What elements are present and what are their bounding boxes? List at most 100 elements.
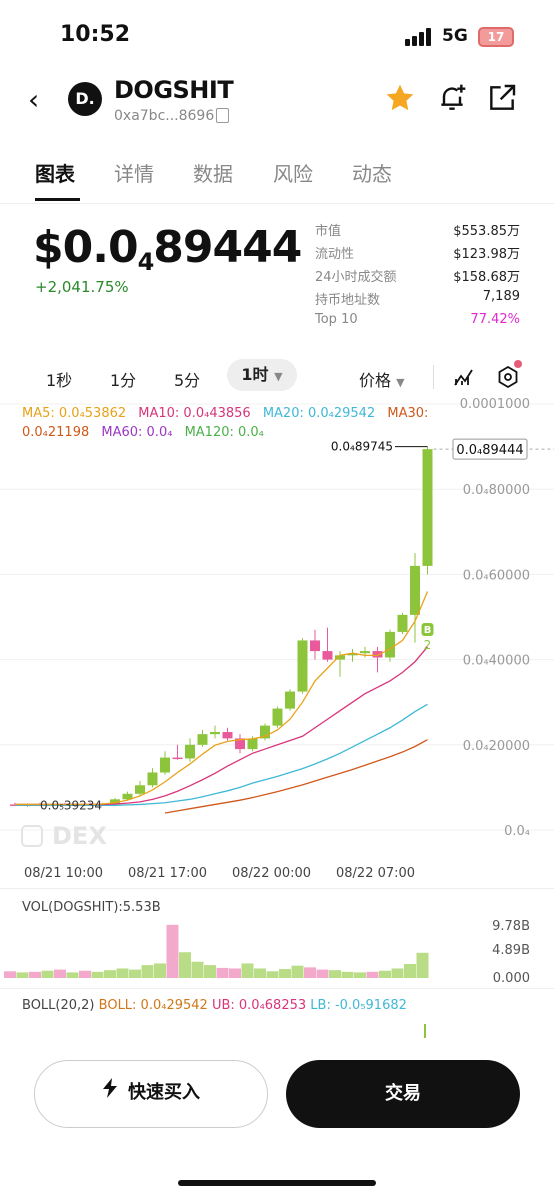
- boll-bar: [424, 1024, 426, 1038]
- tab-underline: [35, 198, 80, 201]
- back-icon[interactable]: ‹: [28, 83, 40, 116]
- candle: [385, 631, 395, 658]
- volume-bar: [354, 972, 366, 978]
- footer-bar: 快速买入 交易: [0, 1040, 554, 1199]
- interval-1s[interactable]: 1秒: [46, 371, 73, 390]
- stats-panel: 市值 $553.85万 流动性 $123.98万 24小时成交额 $158.68万 持…: [315, 220, 520, 335]
- ma-legend-item: MA30: 0.0₄21198: [22, 406, 429, 440]
- chevron-down-icon: ▼: [396, 376, 405, 389]
- candle: [297, 640, 308, 692]
- volume-bar: [291, 965, 304, 978]
- price-toggle[interactable]: 价格 ▼: [359, 371, 405, 390]
- volume-bar: [191, 961, 204, 978]
- stat-volume-24h: 24小时成交额 $158.68万: [315, 270, 520, 285]
- candle: [422, 449, 433, 566]
- candle: [260, 725, 270, 739]
- volume-bar: [316, 969, 329, 978]
- tab-chart[interactable]: 图表: [35, 162, 75, 186]
- candle: [310, 640, 320, 652]
- candle: [247, 738, 258, 750]
- battery-icon: 17: [478, 27, 514, 47]
- interval-1h[interactable]: 1时 ▼: [227, 359, 297, 391]
- volume-bar: [79, 970, 91, 978]
- ma10-line: [15, 646, 428, 806]
- volume-bar: [266, 971, 279, 978]
- star-icon[interactable]: [384, 82, 416, 114]
- share-icon[interactable]: [486, 82, 518, 114]
- candle: [172, 757, 183, 760]
- tab-bar: 图表 详情 数据 风险 动态: [0, 150, 554, 204]
- stat-top10: Top 10 77.42%: [315, 312, 520, 327]
- ma30-line: [164, 739, 428, 814]
- volume-bar: [154, 963, 166, 978]
- watermark-icon: [21, 825, 43, 847]
- candle: [185, 744, 195, 759]
- tab-risk[interactable]: 风险: [273, 162, 313, 186]
- candlestick-chart[interactable]: 0.0001000 0.0₄80000 0.0₄60000 0.0₄40000 0.0₄…: [0, 398, 554, 858]
- candle: [122, 793, 133, 800]
- candle: [322, 651, 333, 660]
- volume-bar: [141, 965, 154, 978]
- candle: [135, 785, 145, 794]
- volume-bar: [416, 952, 429, 978]
- x-tick: 08/22 00:00: [232, 866, 312, 881]
- volume-bar: [216, 967, 229, 978]
- candle: [197, 734, 208, 745]
- y-tick: 0.0001000: [460, 398, 530, 412]
- indicator-icon[interactable]: [452, 365, 476, 389]
- volume-bar: [304, 967, 316, 978]
- ma-legend: MA5: 0.0₄53862 MA10: 0.0₄43856 MA20: 0.0…: [22, 404, 462, 442]
- candle: [397, 614, 408, 632]
- copy-icon[interactable]: [216, 108, 229, 123]
- bell-add-icon[interactable]: [436, 82, 468, 114]
- candle: [335, 655, 345, 660]
- x-tick: 08/22 07:00: [336, 866, 416, 881]
- buy-marker: [421, 623, 434, 636]
- token-address: 0xa7bc...8696: [114, 108, 215, 124]
- volume-bar: [41, 970, 54, 978]
- interval-5m[interactable]: 5分: [174, 371, 201, 390]
- candle: [272, 708, 283, 726]
- tab-data[interactable]: 数据: [193, 162, 233, 186]
- volume-bar: [341, 971, 354, 978]
- candle: [222, 732, 233, 739]
- notification-dot: [514, 360, 522, 368]
- tab-activity[interactable]: 动态: [352, 162, 392, 186]
- volume-bar: [16, 972, 29, 978]
- volume-bar: [29, 971, 41, 978]
- candle: [210, 732, 220, 735]
- quick-buy-button[interactable]: 快速买入: [34, 1060, 268, 1128]
- volume-tick: 4.89B: [492, 943, 530, 958]
- volume-bar: [129, 969, 141, 978]
- boll-legend: BOLL(20,2) BOLL: 0.0₄29542 UB: 0.0₄68253…: [22, 998, 407, 1013]
- volume-bar: [116, 968, 129, 978]
- volume-bar: [91, 971, 104, 978]
- y-tick: 0.0₄20000: [463, 739, 530, 754]
- chevron-down-icon: ▼: [274, 370, 283, 383]
- volume-bar: [166, 924, 179, 978]
- ma20-line: [15, 703, 428, 806]
- trade-button[interactable]: 交易: [286, 1060, 520, 1128]
- settings-icon[interactable]: [496, 365, 520, 389]
- price-change: +2,041.75%: [35, 278, 129, 296]
- tab-details[interactable]: 详情: [114, 162, 154, 186]
- stat-holders: 持币地址数 7,189: [315, 289, 520, 308]
- ma-legend-item: MA10: 0.0₄43856: [138, 406, 255, 421]
- ma5-line: [15, 591, 429, 806]
- stat-liquidity: 流动性 $123.98万: [315, 247, 520, 262]
- candle: [360, 651, 370, 654]
- current-price-label: 0.0₄89444: [456, 443, 523, 458]
- y-tick: 0.0₄60000: [463, 568, 530, 583]
- x-tick: 08/21 10:00: [24, 866, 104, 881]
- volume-bar: [229, 968, 241, 978]
- y-tick: 0.0₄80000: [463, 483, 530, 498]
- current-price-box: [452, 438, 528, 460]
- volume-bar: [54, 969, 66, 978]
- buy-marker-label: B: [424, 625, 432, 636]
- volume-tick: 0.000: [493, 971, 530, 986]
- low-label: 0.0₅39234: [40, 798, 102, 812]
- interval-bar: 1秒 1分 5分 1时 ▼ 价格 ▼: [0, 355, 554, 399]
- price-display: $0.0489444: [33, 222, 302, 276]
- volume-legend: VOL(DOGSHIT):5.53B: [22, 900, 161, 915]
- interval-1m[interactable]: 1分: [110, 371, 137, 390]
